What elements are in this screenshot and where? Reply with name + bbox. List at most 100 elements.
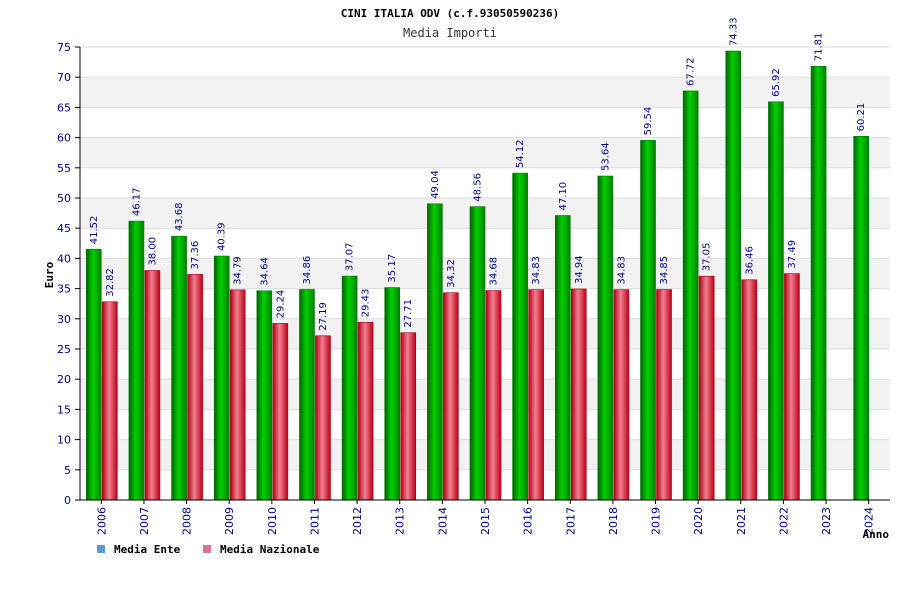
chart-title: CINI ITALIA ODV (c.f.93050590236) (341, 7, 560, 20)
data-label: 34.86 (302, 256, 313, 285)
x-tick-label: 2011 (308, 507, 321, 535)
y-tick-label: 70 (57, 71, 71, 84)
bar-media-nazionale (400, 332, 417, 501)
bar-media-ente (171, 235, 187, 501)
legend-swatch-media-nazionale (203, 545, 211, 553)
bar-media-nazionale (272, 323, 289, 501)
bar-media-ente (341, 275, 358, 501)
plot-band (80, 167, 890, 198)
data-label: 46.17 (131, 187, 142, 216)
plot-band (80, 47, 890, 78)
legend-label-media-ente: Media Ente (114, 543, 181, 556)
plot-band (80, 137, 890, 168)
data-label: 29.43 (361, 289, 372, 318)
chart-subtitle: Media Importi (403, 26, 497, 40)
y-tick-label: 30 (57, 313, 71, 326)
data-label: 74.33 (728, 17, 739, 46)
y-axis-label: Euro (43, 261, 56, 288)
data-label: 41.52 (89, 216, 100, 245)
data-label: 34.85 (659, 256, 670, 285)
y-tick-label: 45 (57, 222, 71, 235)
bar-media-nazionale (741, 279, 758, 501)
data-label: 37.36 (190, 241, 201, 270)
bar-media-nazionale (102, 301, 118, 501)
y-tick-label: 50 (57, 192, 71, 205)
bar-media-ente (256, 290, 273, 501)
legend-swatch-media-ente (97, 545, 105, 553)
y-tick-label: 25 (57, 343, 71, 356)
bar-media-ente (682, 90, 699, 501)
bar-media-nazionale (528, 289, 544, 501)
data-label: 67.72 (686, 57, 697, 86)
bar-media-ente (128, 220, 145, 501)
data-label: 34.83 (531, 256, 542, 285)
data-label: 43.68 (174, 203, 185, 232)
x-tick-label: 2022 (777, 507, 790, 535)
x-tick-label: 2014 (436, 507, 449, 535)
y-tick-label: 40 (57, 252, 71, 265)
x-tick-label: 2016 (522, 507, 535, 535)
x-tick-label: 2007 (138, 507, 151, 535)
bars (86, 50, 869, 501)
x-tick-label: 2020 (692, 507, 705, 535)
data-label: 34.83 (616, 256, 627, 285)
data-label: 53.64 (600, 142, 611, 171)
bar-media-ente (427, 203, 443, 501)
data-label: 48.56 (473, 173, 484, 202)
x-tick-label: 2008 (181, 507, 194, 535)
data-label: 36.46 (744, 246, 755, 275)
bar-media-nazionale (229, 289, 246, 501)
y-tick-label: 35 (57, 283, 71, 296)
x-tick-label: 2006 (95, 507, 108, 535)
data-label: 71.81 (814, 33, 825, 62)
y-tick-label: 5 (64, 464, 71, 477)
bar-media-ente (554, 215, 571, 501)
x-tick-label: 2017 (564, 507, 577, 535)
x-tick-label: 2018 (607, 507, 620, 535)
y-tick-label: 0 (64, 494, 71, 507)
data-label: 34.68 (489, 257, 500, 286)
data-label: 34.94 (574, 255, 585, 284)
bar-media-nazionale (357, 321, 374, 501)
bar-media-nazionale (656, 289, 672, 501)
x-tick-label: 2009 (223, 507, 236, 535)
data-label: 34.79 (233, 256, 244, 285)
bar-media-nazionale (485, 290, 502, 501)
bar-media-nazionale (698, 275, 715, 501)
data-label: 34.32 (446, 259, 457, 288)
bar-media-ente (853, 136, 869, 501)
bar-media-nazionale (570, 288, 587, 501)
y-tick-label: 15 (57, 403, 71, 416)
x-axis-label: Anno (863, 528, 890, 541)
data-label: 34.64 (259, 257, 270, 286)
data-label: 65.92 (771, 68, 782, 97)
x-axis-ticks: 2006 2007 2008 2009 2010 2011 2012 2013 2014 2015… (95, 500, 876, 535)
data-label: 37.07 (345, 242, 356, 271)
bar-media-ente (725, 50, 742, 501)
plot-band (80, 77, 890, 108)
data-labels: 41.52 32.82 46.17 38.00 43.68 37.36 40.39 34.79… (89, 17, 867, 330)
data-label: 40.39 (217, 222, 228, 251)
bar-media-ente (810, 65, 827, 501)
x-tick-label: 2024 (863, 507, 876, 535)
bar-media-ente (86, 248, 102, 501)
data-label: 59.54 (643, 107, 654, 136)
x-tick-label: 2019 (650, 507, 663, 535)
bar-media-ente (384, 287, 401, 501)
data-label: 27.19 (318, 302, 329, 331)
x-tick-label: 2012 (351, 507, 364, 535)
bar-media-ente (512, 172, 528, 501)
data-label: 47.10 (558, 182, 569, 211)
x-tick-label: 2015 (479, 507, 492, 535)
bar-media-ente (299, 289, 315, 501)
x-tick-label: 2010 (266, 507, 279, 535)
x-tick-label: 2023 (820, 507, 833, 535)
y-tick-label: 65 (57, 101, 71, 114)
bar-media-ente (768, 101, 784, 501)
legend-label-media-nazionale: Media Nazionale (220, 543, 320, 556)
data-label: 29.24 (275, 290, 286, 319)
y-tick-label: 10 (57, 434, 71, 447)
plot-band (80, 107, 890, 138)
data-label: 37.05 (702, 243, 713, 272)
